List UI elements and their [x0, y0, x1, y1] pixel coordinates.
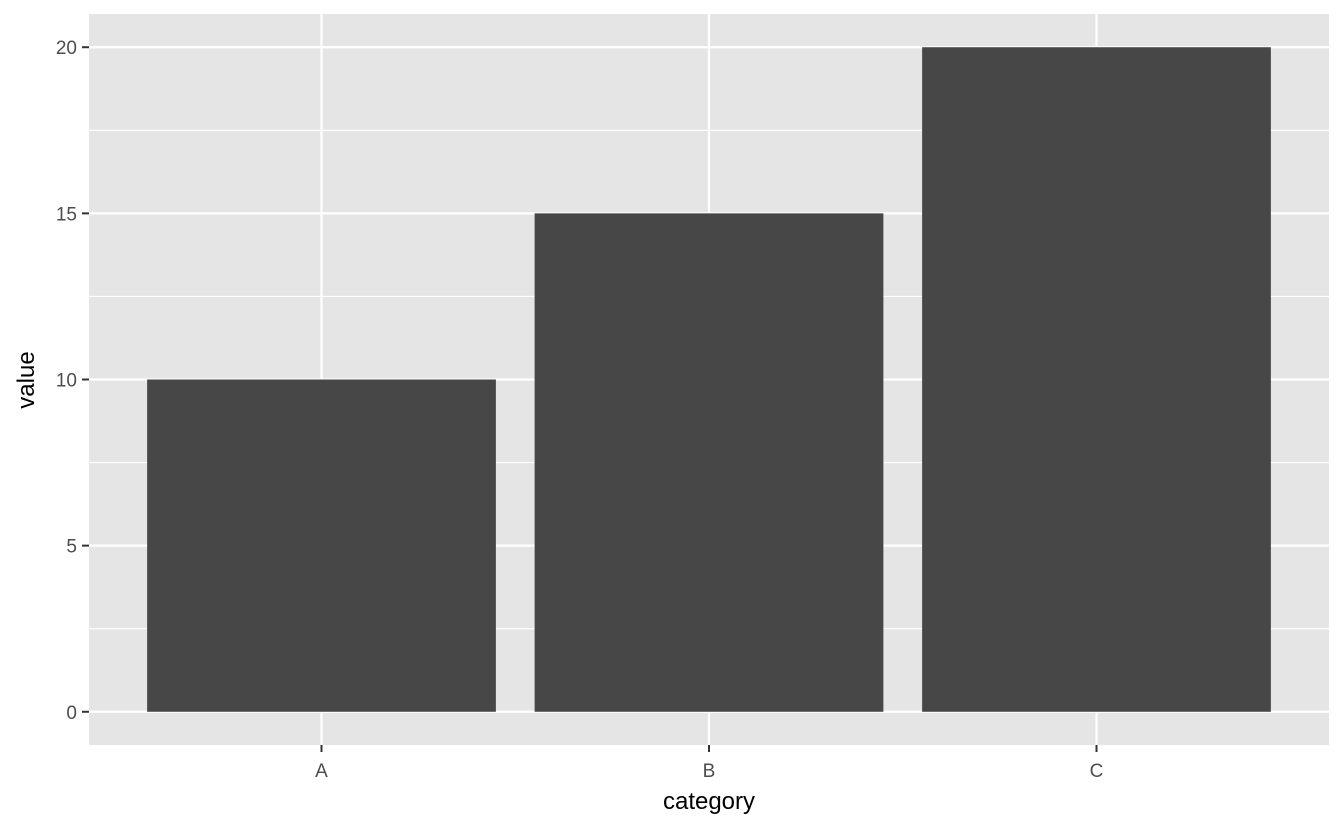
y-axis-title: value — [13, 351, 40, 408]
y-tick-label: 0 — [66, 703, 77, 724]
y-tick-label: 15 — [56, 204, 77, 225]
x-tick-label: B — [703, 761, 716, 782]
y-tick-label: 5 — [66, 537, 77, 558]
bar-A — [147, 379, 496, 712]
x-axis-title: category — [663, 788, 755, 815]
bar-C — [922, 47, 1271, 712]
x-tick-label: A — [315, 761, 328, 782]
x-tick-label: C — [1090, 761, 1104, 782]
bar-B — [534, 213, 884, 712]
y-tick-label: 10 — [56, 371, 77, 392]
y-tick-label: 20 — [56, 38, 77, 59]
